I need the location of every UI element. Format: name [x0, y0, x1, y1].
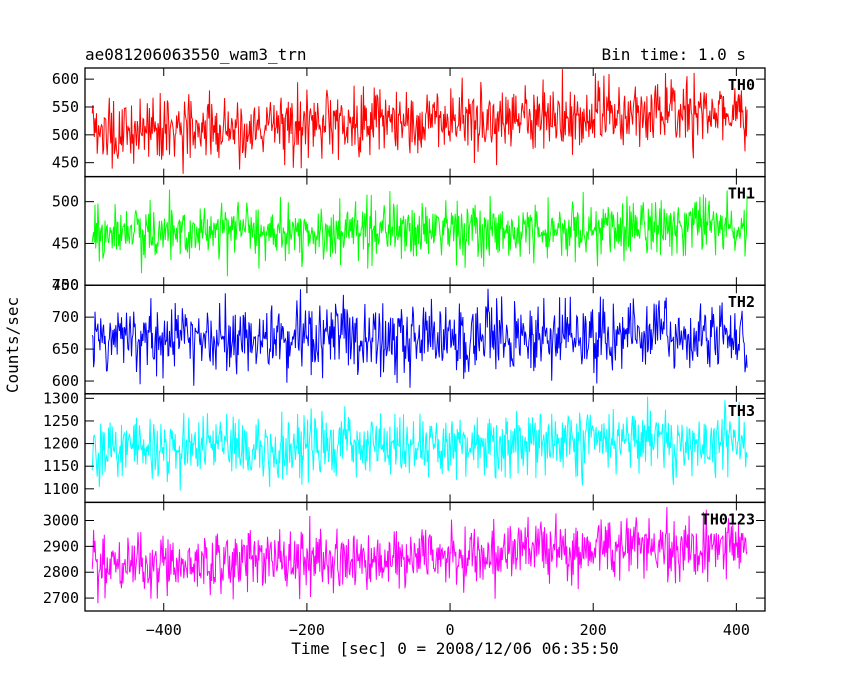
- series-line-th2: [91, 288, 748, 388]
- y-tick-label: 550: [52, 98, 79, 116]
- series-line-th3: [91, 396, 748, 491]
- series-line-th1: [91, 189, 748, 277]
- panel-th1: 400 450 500 TH1: [52, 175, 766, 294]
- panel-th0: 450 500 550 600 TH0: [52, 67, 766, 178]
- y-tick-label: 400: [52, 276, 79, 294]
- panels: 450 500 550 600 TH0 400 450 500 TH1 600 650 700 750 T…: [43, 67, 766, 612]
- panel-frame: [84, 501, 766, 612]
- panel-th2: 600 650 700 750 TH2: [52, 276, 766, 395]
- y-tick-label: 1100: [43, 480, 79, 498]
- y-tick-label: 500: [52, 126, 79, 144]
- series-label: TH3: [728, 402, 755, 420]
- panel-th3: 1100 1150 1200 1250 1300 TH3: [43, 389, 766, 504]
- chart-title: ae081206063550_wam3_trn: [85, 45, 307, 64]
- y-tick-label: 1150: [43, 457, 79, 475]
- y-tick-label: 450: [52, 154, 79, 172]
- y-tick-label: 1300: [43, 389, 79, 407]
- x-tick-label: −400: [146, 621, 182, 639]
- series-label: TH0123: [701, 510, 755, 528]
- y-tick-label: 2800: [43, 563, 79, 581]
- series-label: TH2: [728, 293, 755, 311]
- panel-th0123: 2700 2800 2900 3000 TH0123: [43, 501, 766, 612]
- bin-time-label: Bin time: 1.0 s: [602, 45, 747, 64]
- y-tick-label: 600: [52, 70, 79, 88]
- y-tick-label: 750: [52, 276, 79, 294]
- series-line-th0123: [91, 506, 748, 604]
- y-tick-label: 3000: [43, 512, 79, 530]
- y-tick-label: 500: [52, 193, 79, 211]
- series-label: TH0: [728, 76, 755, 94]
- series-line-th0: [91, 69, 748, 174]
- y-tick-label: 2900: [43, 537, 79, 555]
- x-tick-label: −200: [289, 621, 325, 639]
- y-tick-label: 600: [52, 372, 79, 390]
- y-tick-label: 1200: [43, 435, 79, 453]
- x-axis-title: Time [sec] 0 = 2008/12/06 06:35:50: [291, 639, 619, 658]
- y-tick-label: 650: [52, 340, 79, 358]
- y-tick-label: 1250: [43, 412, 79, 430]
- series-label: TH1: [728, 185, 755, 203]
- x-tick-label: 200: [580, 621, 607, 639]
- y-tick-label: 450: [52, 234, 79, 252]
- x-tick-label: 0: [446, 621, 455, 639]
- y-tick-label: 2700: [43, 589, 79, 607]
- y-axis-title: Counts/sec: [3, 297, 22, 393]
- y-tick-label: 700: [52, 308, 79, 326]
- x-tick-label: 400: [723, 621, 750, 639]
- x-axis: −400 −200 0 200 400: [146, 621, 750, 639]
